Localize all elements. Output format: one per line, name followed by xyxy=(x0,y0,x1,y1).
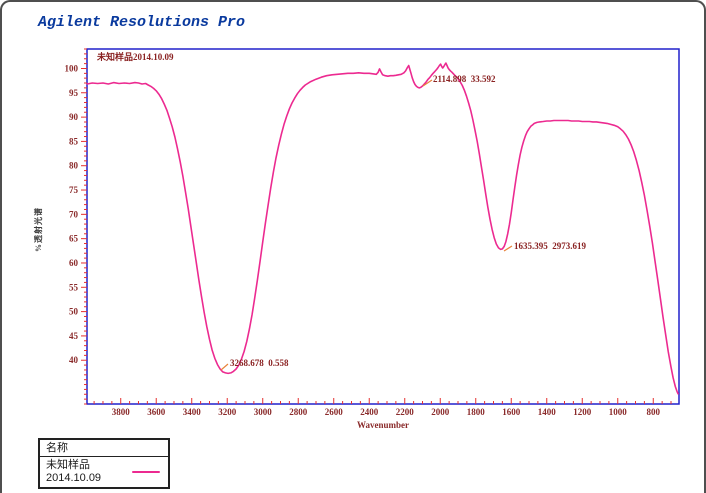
y-tick-label: 80 xyxy=(69,161,79,171)
x-axis-title: Wavenumber xyxy=(356,420,409,430)
x-tick-label: 2200 xyxy=(396,407,415,417)
sample-name-annotation: 未知样品2014.10.09 xyxy=(97,52,174,62)
y-tick-label: 40 xyxy=(69,355,79,365)
legend-box: 名称 未知样品2014.10.09 xyxy=(38,438,170,489)
y-tick-label: 45 xyxy=(69,331,79,341)
y-tick-label: 90 xyxy=(69,112,79,122)
x-tick-label: 1400 xyxy=(538,407,557,417)
y-tick-label: 100 xyxy=(65,63,79,73)
x-tick-label: 2000 xyxy=(431,407,450,417)
plot-frame xyxy=(86,48,680,405)
x-tick-label: 1800 xyxy=(467,407,486,417)
peak-annotation-1635: 1635.395 2973.619 xyxy=(514,241,586,251)
x-tick-label: 2800 xyxy=(289,407,308,417)
annotation-leader-line xyxy=(220,363,229,371)
spectrum-curve xyxy=(86,62,679,395)
x-tick-label: 3600 xyxy=(147,407,166,417)
x-tick-label: 2400 xyxy=(360,407,379,417)
x-tick-label: 3400 xyxy=(183,407,202,417)
x-tick-label: 800 xyxy=(647,407,661,417)
y-tick-label: 70 xyxy=(69,209,79,219)
annotation-leader-line xyxy=(503,245,513,252)
y-tick-label: 95 xyxy=(69,88,79,98)
x-tick-label: 1600 xyxy=(502,407,521,417)
legend-entry[interactable]: 未知样品2014.10.09 xyxy=(40,457,168,487)
x-tick-label: 2600 xyxy=(325,407,344,417)
y-tick-label: 85 xyxy=(69,136,79,146)
peak-annotation-2114: 2114.898 33.592 xyxy=(433,74,496,84)
legend-line-sample xyxy=(132,471,160,473)
peak-annotation-3268: 3268.678 0.558 xyxy=(230,358,289,368)
x-tick-label: 1200 xyxy=(573,407,592,417)
y-tick-label: 55 xyxy=(69,282,79,292)
x-tick-label: 3200 xyxy=(218,407,237,417)
legend-header: 名称 xyxy=(40,440,168,457)
y-tick-label: 50 xyxy=(69,307,79,317)
y-tick-label: 65 xyxy=(69,234,79,244)
y-axis-title: %透射光谱 xyxy=(34,207,43,252)
x-tick-label: 3800 xyxy=(112,407,131,417)
y-tick-label: 60 xyxy=(69,258,79,268)
legend-entry-label: 未知样品2014.10.09 xyxy=(46,459,102,484)
y-tick-label: 75 xyxy=(69,185,79,195)
x-tick-label: 1000 xyxy=(609,407,628,417)
annotation-leader-line xyxy=(422,79,433,87)
app-title: Agilent Resolutions Pro xyxy=(38,14,246,31)
x-tick-label: 3000 xyxy=(254,407,273,417)
